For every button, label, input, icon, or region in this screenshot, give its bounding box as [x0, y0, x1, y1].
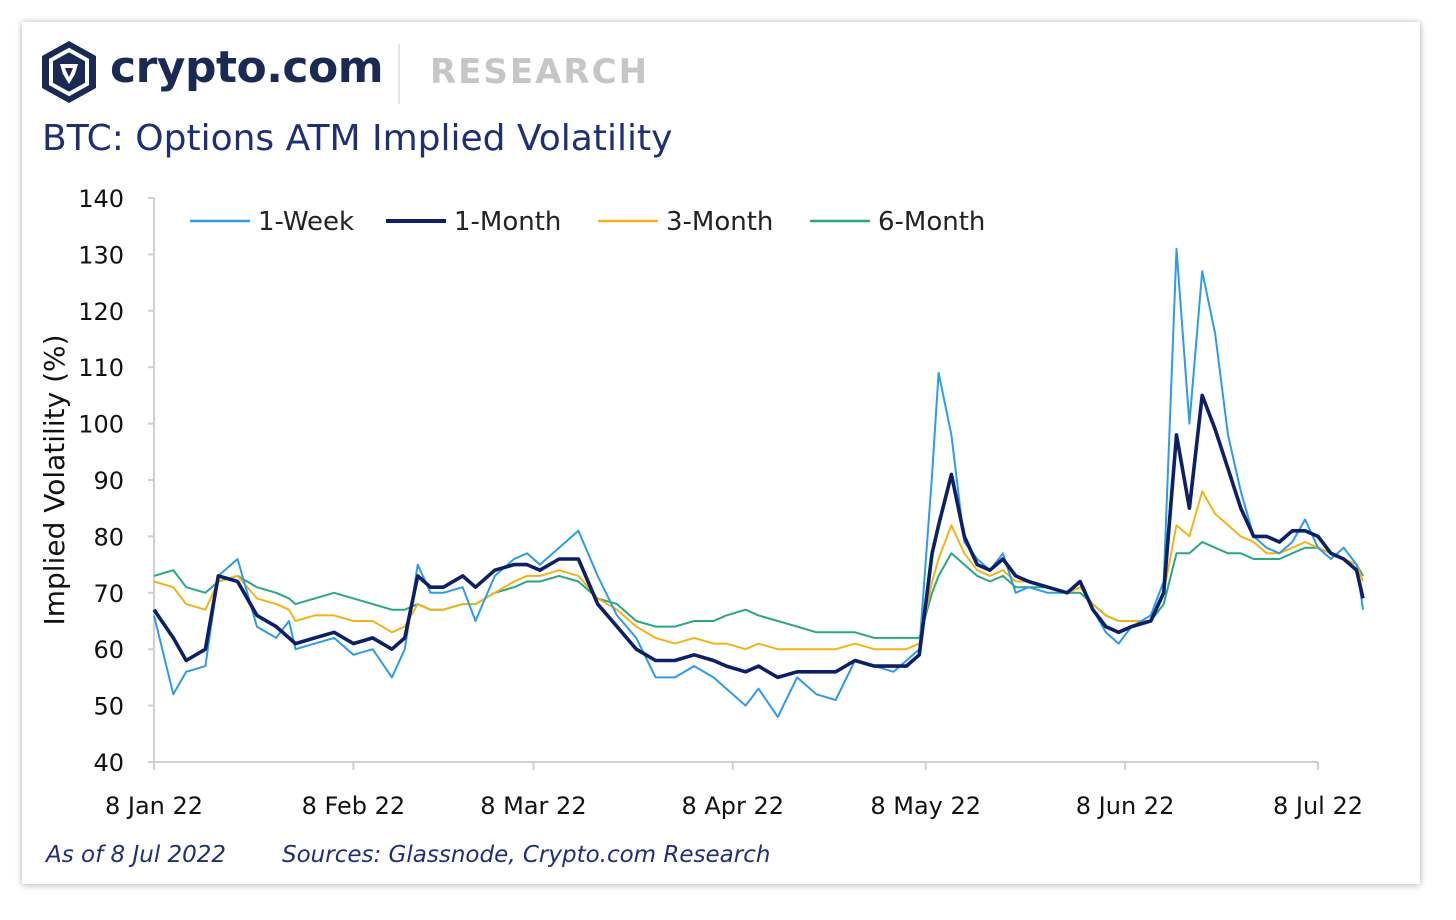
series-line-1-week	[153, 247, 1364, 718]
as-of-date: As of 8 Jul 2022	[46, 842, 227, 868]
y-tick-label: 40	[93, 749, 124, 777]
chart-title: BTC: Options ATM Implied Volatility	[42, 118, 673, 159]
series-line-3-month	[153, 490, 1364, 651]
y-tick-label: 130	[78, 241, 124, 269]
y-tick-label: 100	[78, 411, 124, 439]
chart-axes	[153, 198, 1318, 763]
x-tick-label: 8 Jan 22	[105, 792, 203, 820]
y-tick-label: 50	[93, 693, 124, 721]
y-tick-label: 120	[78, 298, 124, 326]
legend-label-3-month: 3-Month	[666, 207, 773, 237]
brand-wordmark: crypto.com	[110, 42, 384, 93]
section-label: RESEARCH	[430, 52, 650, 92]
legend-label-1-week: 1-Week	[258, 207, 354, 237]
chart-legend: 1-Week 1-Month 3-Month 6-Month	[190, 207, 985, 237]
sources-note: Sources: Glassnode, Crypto.com Research	[282, 842, 771, 868]
x-tick-label: 8 Jun 22	[1076, 792, 1175, 820]
chart-lines	[152, 247, 1365, 718]
chart-card	[22, 22, 1420, 884]
y-tick-label: 90	[93, 467, 124, 495]
y-tick-label: 60	[93, 636, 124, 664]
y-tick-label: 140	[78, 185, 124, 213]
x-tick-label: 8 Apr 22	[681, 792, 784, 820]
series-line-6-month	[153, 541, 1364, 639]
crypto-com-lion-shield-icon	[42, 41, 96, 103]
y-axis-label: Implied Volatility (%)	[38, 334, 71, 625]
x-tick-label: 8 May 22	[870, 792, 981, 820]
x-tick-label: 8 Feb 22	[302, 792, 406, 820]
y-tick-label: 80	[93, 523, 124, 551]
y-tick-labels: 40 50 60 70 80 90 100 110 120 130 140	[78, 185, 154, 777]
legend-label-1-month: 1-Month	[454, 207, 561, 237]
y-tick-label: 70	[93, 580, 124, 608]
x-tick-label: 8 Jul 22	[1273, 792, 1363, 820]
legend-label-6-month: 6-Month	[878, 207, 985, 237]
x-tick-labels: 8 Jan 22 8 Feb 22 8 Mar 22 8 Apr 22 8 May 22…	[105, 762, 1363, 820]
y-tick-label: 110	[78, 354, 124, 382]
x-tick-label: 8 Mar 22	[480, 792, 586, 820]
series-line-1-month	[152, 393, 1365, 680]
header-divider	[398, 44, 400, 104]
